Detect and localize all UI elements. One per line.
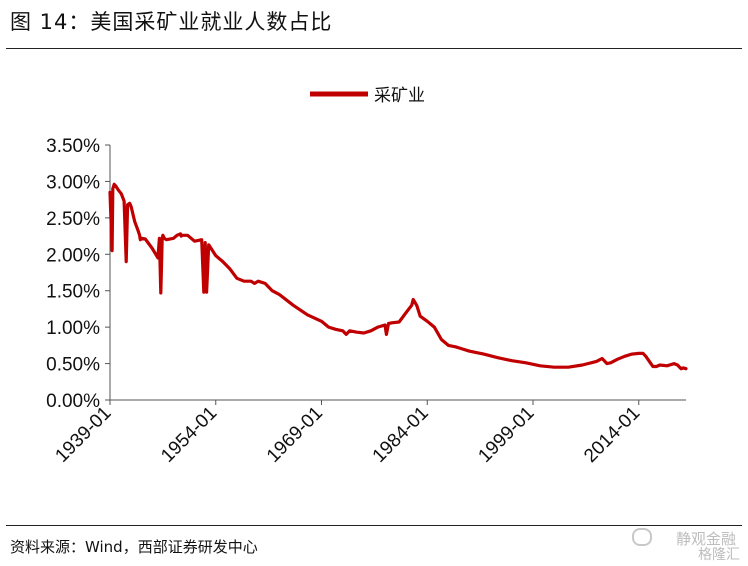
- top-divider: [6, 48, 742, 49]
- x-tick-label: 1954-01: [157, 403, 221, 467]
- watermark-site: 格隆汇: [698, 547, 740, 563]
- x-tick-label: 1969-01: [263, 403, 327, 467]
- y-tick-label: 1.00%: [46, 318, 100, 339]
- source-note: 资料来源：Wind，西部证券研发中心: [10, 538, 258, 556]
- y-tick-label: 1.50%: [46, 282, 100, 303]
- bottom-divider: [6, 525, 742, 526]
- y-tick-label: 2.50%: [46, 209, 100, 230]
- wechat-icon: [632, 528, 652, 546]
- x-axis: 1939-01 1954-01 1969-01 1984-01 1999-01 2014-…: [51, 399, 686, 467]
- line-chart: 采矿业 0.00% 0.50% 1.00% 1.50% 2.00% 2.50% 3.00% 3…: [46, 86, 688, 467]
- x-tick-label: 1939-01: [51, 403, 115, 467]
- y-tick-label: 0.00%: [46, 391, 100, 412]
- y-tick-label: 3.00%: [46, 172, 100, 193]
- legend: 采矿业: [310, 86, 425, 106]
- figure-title: 图 14：美国采矿业就业人数占比: [10, 10, 333, 34]
- y-tick-label: 3.50%: [46, 136, 100, 157]
- x-tick-label: 2014-01: [580, 403, 644, 467]
- plot-area: [108, 182, 688, 371]
- watermark-brand: 静观金融: [675, 530, 736, 548]
- x-tick-label: 1999-01: [474, 403, 538, 467]
- series-line-mining: [108, 182, 688, 371]
- x-tick-label: 1984-01: [369, 403, 433, 467]
- y-tick-label: 0.50%: [46, 355, 100, 376]
- legend-label: 采矿业: [374, 86, 425, 106]
- y-tick-label: 2.00%: [46, 245, 100, 266]
- y-axis: 0.00% 0.50% 1.00% 1.50% 2.00% 2.50% 3.00% 3.50%: [46, 136, 111, 412]
